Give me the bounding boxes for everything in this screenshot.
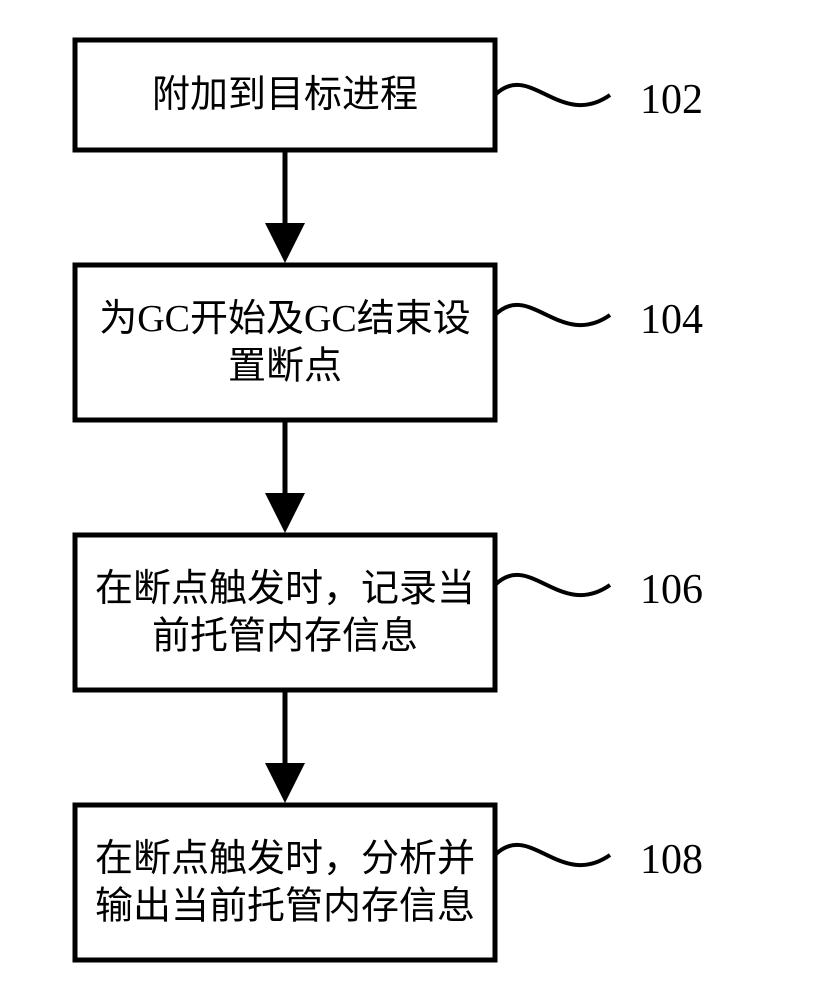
step-box — [75, 535, 495, 690]
step-label: 104 — [640, 297, 703, 343]
label-connector — [495, 575, 610, 595]
step-text: 为GC开始及GC结束设 — [99, 298, 471, 340]
flowchart-diagram: 附加到目标进程 102 为GC开始及GC结束设置断点 104 在断点触发时，记录当前托管… — [0, 0, 836, 1000]
step-text: 置断点 — [228, 345, 342, 387]
flow-step-b1: 附加到目标进程 102 — [75, 40, 703, 150]
step-text: 在断点触发时，记录当 — [95, 568, 475, 610]
step-text: 在断点触发时，分析并 — [95, 838, 475, 880]
label-connector — [495, 305, 610, 325]
flow-step-b3: 在断点触发时，记录当前托管内存信息 106 — [75, 535, 703, 690]
step-label: 102 — [640, 77, 703, 123]
step-box — [75, 265, 495, 420]
step-text: 附加到目标进程 — [152, 74, 418, 116]
flow-step-b2: 为GC开始及GC结束设置断点 104 — [75, 265, 703, 420]
step-box — [75, 805, 495, 960]
flow-step-b4: 在断点触发时，分析并输出当前托管内存信息 108 — [75, 805, 703, 960]
step-label: 106 — [640, 567, 703, 613]
label-connector — [495, 85, 610, 105]
step-text: 输出当前托管内存信息 — [95, 885, 475, 927]
step-label: 108 — [640, 837, 703, 883]
label-connector — [495, 845, 610, 865]
step-text: 前托管内存信息 — [152, 615, 418, 657]
